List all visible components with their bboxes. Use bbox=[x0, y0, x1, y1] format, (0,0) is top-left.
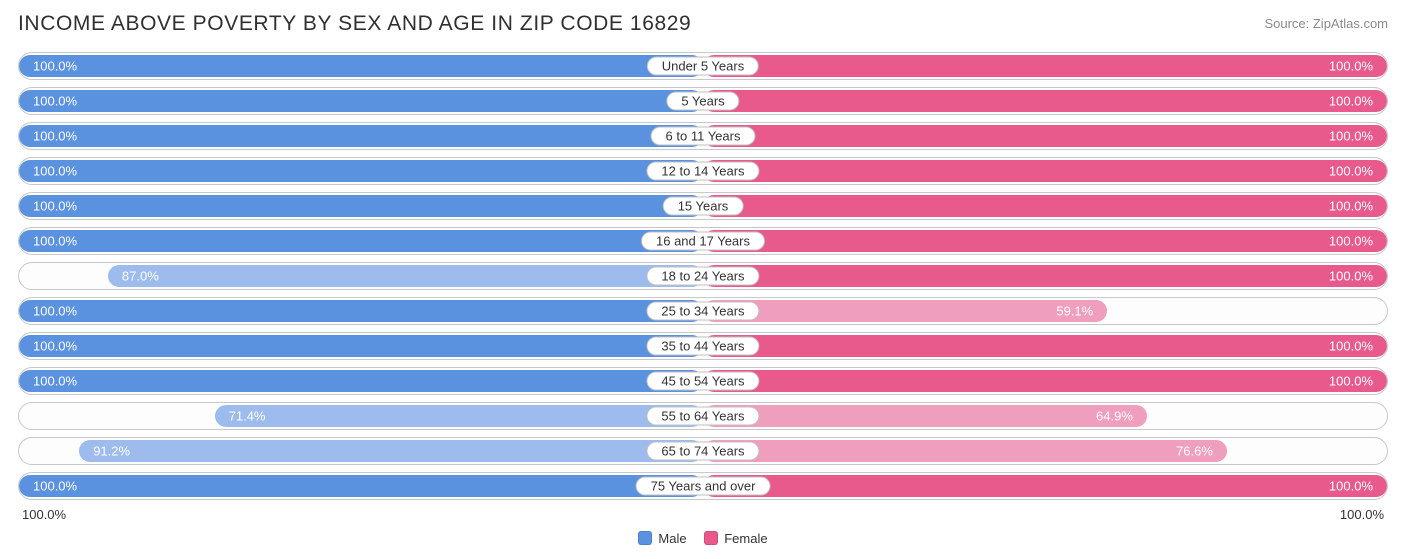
swatch-male bbox=[638, 531, 652, 545]
male-bar: 100.0% bbox=[19, 335, 703, 357]
category-label: 45 to 54 Years bbox=[646, 372, 759, 391]
female-value-label: 100.0% bbox=[1329, 94, 1387, 109]
female-value-label: 100.0% bbox=[1329, 339, 1387, 354]
female-bar: 100.0% bbox=[703, 370, 1387, 392]
female-value-label: 100.0% bbox=[1329, 234, 1387, 249]
category-label: 75 Years and over bbox=[636, 477, 771, 496]
category-label: Under 5 Years bbox=[647, 57, 759, 76]
male-bar: 100.0% bbox=[19, 475, 703, 497]
category-label: 35 to 44 Years bbox=[646, 337, 759, 356]
male-bar: 91.2% bbox=[79, 440, 703, 462]
chart-row: 71.4% 64.9% 55 to 64 Years bbox=[18, 402, 1388, 430]
female-bar: 59.1% bbox=[703, 300, 1107, 322]
male-bar: 100.0% bbox=[19, 300, 703, 322]
chart-row: 100.0% 100.0% 75 Years and over bbox=[18, 472, 1388, 500]
male-bar: 100.0% bbox=[19, 55, 703, 77]
female-value-label: 100.0% bbox=[1329, 479, 1387, 494]
female-value-label: 100.0% bbox=[1329, 199, 1387, 214]
male-value-label: 100.0% bbox=[19, 94, 77, 109]
chart-row: 100.0% 100.0% 45 to 54 Years bbox=[18, 367, 1388, 395]
male-value-label: 87.0% bbox=[108, 269, 159, 284]
source-attribution: Source: ZipAtlas.com bbox=[1264, 12, 1388, 31]
category-label: 55 to 64 Years bbox=[646, 407, 759, 426]
male-value-label: 100.0% bbox=[19, 339, 77, 354]
female-value-label: 100.0% bbox=[1329, 59, 1387, 74]
chart-row: 100.0% 100.0% 12 to 14 Years bbox=[18, 157, 1388, 185]
female-bar: 100.0% bbox=[703, 335, 1387, 357]
chart-row: 91.2% 76.6% 65 to 74 Years bbox=[18, 437, 1388, 465]
chart-row: 100.0% 100.0% 35 to 44 Years bbox=[18, 332, 1388, 360]
chart-row: 100.0% 100.0% 5 Years bbox=[18, 87, 1388, 115]
x-axis: 100.0% 100.0% bbox=[18, 507, 1388, 529]
male-bar: 71.4% bbox=[215, 405, 703, 427]
legend-item-female: Female bbox=[690, 531, 767, 546]
male-value-label: 100.0% bbox=[19, 59, 77, 74]
male-bar: 100.0% bbox=[19, 125, 703, 147]
diverging-bar-chart: 100.0% 100.0% Under 5 Years 100.0% 100.0% 5 Y… bbox=[18, 52, 1388, 500]
female-bar: 100.0% bbox=[703, 55, 1387, 77]
male-value-label: 100.0% bbox=[19, 234, 77, 249]
female-bar: 64.9% bbox=[703, 405, 1147, 427]
male-value-label: 100.0% bbox=[19, 199, 77, 214]
female-value-label: 100.0% bbox=[1329, 164, 1387, 179]
male-bar: 100.0% bbox=[19, 195, 703, 217]
female-bar: 76.6% bbox=[703, 440, 1227, 462]
female-value-label: 100.0% bbox=[1329, 129, 1387, 144]
chart-row: 100.0% 59.1% 25 to 34 Years bbox=[18, 297, 1388, 325]
female-bar: 100.0% bbox=[703, 265, 1387, 287]
axis-label-left: 100.0% bbox=[22, 507, 66, 522]
female-bar: 100.0% bbox=[703, 90, 1387, 112]
male-bar: 100.0% bbox=[19, 230, 703, 252]
male-value-label: 100.0% bbox=[19, 479, 77, 494]
female-bar: 100.0% bbox=[703, 230, 1387, 252]
chart-title: INCOME ABOVE POVERTY BY SEX AND AGE IN Z… bbox=[18, 12, 691, 36]
female-bar: 100.0% bbox=[703, 125, 1387, 147]
male-bar: 87.0% bbox=[108, 265, 703, 287]
category-label: 6 to 11 Years bbox=[651, 127, 756, 146]
swatch-female bbox=[704, 531, 718, 545]
category-label: 5 Years bbox=[666, 92, 739, 111]
legend: Male Female bbox=[18, 531, 1388, 546]
male-value-label: 100.0% bbox=[19, 374, 77, 389]
axis-label-right: 100.0% bbox=[1340, 507, 1384, 522]
category-label: 18 to 24 Years bbox=[646, 267, 759, 286]
chart-row: 100.0% 100.0% 16 and 17 Years bbox=[18, 227, 1388, 255]
chart-row: 100.0% 100.0% Under 5 Years bbox=[18, 52, 1388, 80]
male-value-label: 100.0% bbox=[19, 129, 77, 144]
male-value-label: 71.4% bbox=[215, 409, 266, 424]
female-bar: 100.0% bbox=[703, 195, 1387, 217]
female-value-label: 100.0% bbox=[1329, 269, 1387, 284]
female-bar: 100.0% bbox=[703, 475, 1387, 497]
category-label: 15 Years bbox=[663, 197, 744, 216]
category-label: 12 to 14 Years bbox=[646, 162, 759, 181]
chart-row: 100.0% 100.0% 6 to 11 Years bbox=[18, 122, 1388, 150]
female-value-label: 76.6% bbox=[1176, 444, 1227, 459]
female-value-label: 100.0% bbox=[1329, 374, 1387, 389]
female-value-label: 64.9% bbox=[1096, 409, 1147, 424]
legend-item-male: Male bbox=[638, 531, 686, 546]
male-bar: 100.0% bbox=[19, 160, 703, 182]
male-bar: 100.0% bbox=[19, 370, 703, 392]
male-bar: 100.0% bbox=[19, 90, 703, 112]
category-label: 16 and 17 Years bbox=[641, 232, 765, 251]
female-bar: 100.0% bbox=[703, 160, 1387, 182]
male-value-label: 91.2% bbox=[79, 444, 130, 459]
male-value-label: 100.0% bbox=[19, 304, 77, 319]
chart-row: 100.0% 100.0% 15 Years bbox=[18, 192, 1388, 220]
category-label: 25 to 34 Years bbox=[646, 302, 759, 321]
category-label: 65 to 74 Years bbox=[646, 442, 759, 461]
male-value-label: 100.0% bbox=[19, 164, 77, 179]
female-value-label: 59.1% bbox=[1056, 304, 1107, 319]
chart-row: 87.0% 100.0% 18 to 24 Years bbox=[18, 262, 1388, 290]
